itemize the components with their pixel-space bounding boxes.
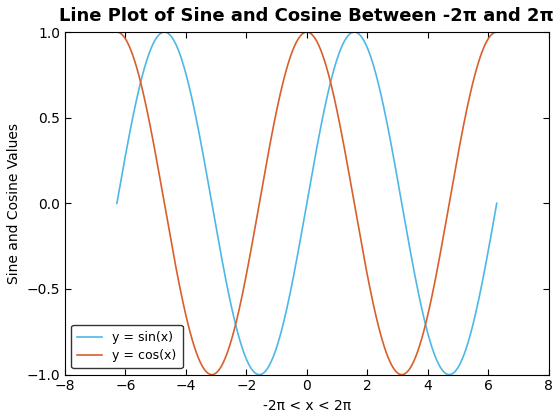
- y = cos(x): [410, 360, 417, 365]
- y = cos(x): [417, 341, 424, 346]
- Title: Line Plot of Sine and Cosine Between -2π and 2π: Line Plot of Sine and Cosine Between -2π…: [59, 7, 554, 25]
- Y-axis label: Sine and Cosine Values: Sine and Cosine Values: [7, 123, 21, 284]
- Line: y = cos(x): y = cos(x): [117, 32, 497, 375]
- y = cos(x): [208, 372, 215, 377]
- y = sin(x): [417, 299, 424, 304]
- y = sin(x): [493, 201, 500, 206]
- y = sin(x): [161, 29, 168, 34]
- y = sin(x): [281, 316, 288, 321]
- y = sin(x): [114, 201, 120, 206]
- Line: y = sin(x): y = sin(x): [117, 32, 497, 375]
- y = sin(x): [152, 37, 159, 42]
- y = cos(x): [281, 74, 288, 79]
- y = cos(x): [152, 152, 159, 157]
- y = sin(x): [446, 372, 452, 377]
- y = cos(x): [493, 29, 500, 34]
- y = cos(x): [268, 137, 274, 142]
- y = sin(x): [375, 80, 381, 85]
- y = sin(x): [268, 360, 274, 365]
- y = sin(x): [410, 265, 417, 270]
- Legend: y = sin(x), y = cos(x): y = sin(x), y = cos(x): [71, 325, 183, 368]
- X-axis label: -2π < x < 2π: -2π < x < 2π: [263, 399, 351, 413]
- y = cos(x): [375, 322, 381, 327]
- y = cos(x): [114, 29, 120, 34]
